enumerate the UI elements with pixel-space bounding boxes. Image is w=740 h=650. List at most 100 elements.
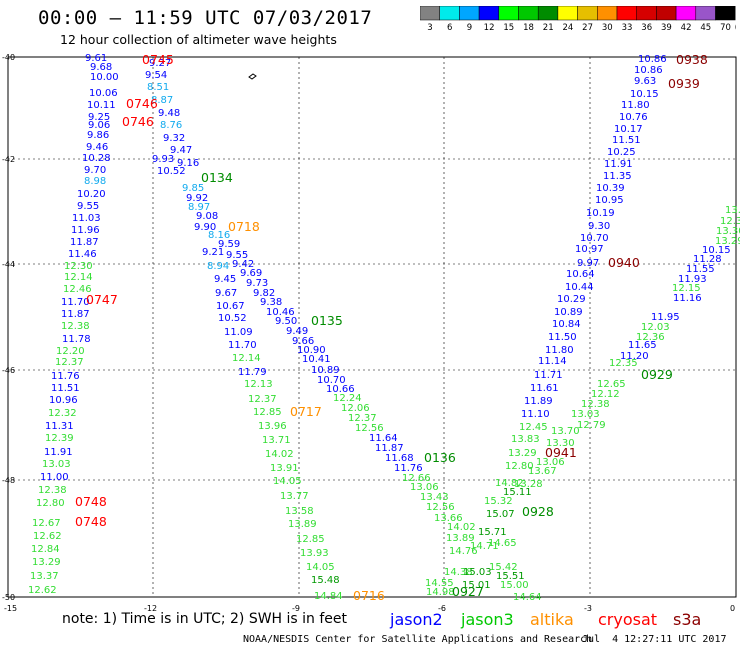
wave-height-value: 10.39 — [596, 183, 625, 194]
wave-height-value: 11.09 — [224, 327, 253, 338]
wave-height-value: 10.25 — [607, 147, 636, 158]
wave-height-value: 13.96 — [258, 421, 287, 432]
wave-height-value: 11.76 — [394, 463, 423, 474]
wave-height-value: 11.96 — [71, 225, 100, 236]
wave-height-value: 13.06 — [536, 457, 565, 468]
generation-timestamp: Jul 4 12:27:11 UTC 2017 — [582, 634, 727, 645]
wave-height-value: 11.93 — [678, 274, 707, 285]
wave-height-value: 8.76 — [160, 120, 182, 131]
pass-time-label: 0938 — [676, 52, 708, 67]
pass-time-label: 0748 — [75, 494, 107, 509]
longitude-label: -15 — [4, 604, 17, 613]
wave-height-value: 12.56 — [355, 423, 384, 434]
colorbar-label: 45 — [700, 23, 711, 33]
wave-height-value: 13.89 — [288, 519, 317, 530]
wave-height-value: 12.38 — [581, 399, 610, 410]
wave-height-value: 14.55 — [425, 578, 454, 589]
wave-height-value: 13.29 — [508, 448, 537, 459]
credit-text: NOAA/NESDIS Center for Satellite Applica… — [243, 634, 593, 645]
wave-height-value: 9.54 — [145, 70, 167, 81]
wave-height-value: 14.98 — [426, 587, 455, 598]
colorbar-label: 70 — [720, 23, 731, 33]
wave-height-value: 13.06 — [410, 482, 439, 493]
wave-height-value: 11.51 — [51, 383, 80, 394]
colorbar-label: 3 — [427, 23, 432, 33]
wave-height-value: 15.32 — [484, 496, 513, 507]
wave-height-value: 13.29 — [715, 236, 740, 247]
wave-height-value: 11.55 — [686, 264, 715, 275]
wave-height-value: 9.55 — [77, 201, 99, 212]
wave-height-value: 9.08 — [196, 211, 218, 222]
wave-height-value: 10.90 — [297, 345, 326, 356]
wave-height-value: 12.62 — [28, 585, 57, 596]
wave-height-value: 11.87 — [70, 237, 99, 248]
wave-height-value: 13.71 — [262, 435, 291, 446]
wave-height-value: 12.03 — [641, 322, 670, 333]
wave-height-value: 13.83 — [511, 434, 540, 445]
wave-height-value: 15.42 — [489, 562, 518, 573]
legend-s3a: s3a — [673, 610, 702, 629]
wave-height-value: 11.70 — [228, 340, 257, 351]
wave-height-value: 10.84 — [552, 319, 581, 330]
wave-height-value: 9.21 — [202, 247, 224, 258]
longitude-label: -12 — [144, 604, 157, 613]
wave-height-value: 13.67 — [528, 466, 557, 477]
wave-height-value: 9.63 — [634, 76, 656, 87]
wave-height-value: 11.31 — [45, 421, 74, 432]
wave-height-value: 11.46 — [68, 249, 97, 260]
wave-height-value: 12.32 — [48, 408, 77, 419]
island-outline — [248, 73, 257, 80]
wave-height-value: 10.28 — [82, 153, 111, 164]
wave-height-value: 12.15 — [672, 283, 701, 294]
wave-height-value: 9.45 — [214, 274, 236, 285]
wave-height-value: 12.85 — [296, 534, 325, 545]
wave-height-value: 11.70 — [61, 297, 90, 308]
pass-time-label: 0746 — [126, 96, 158, 111]
wave-height-value: 13.77 — [280, 491, 309, 502]
wave-height-value: 12.20 — [56, 346, 85, 357]
colorbar-label: 33 — [622, 23, 633, 33]
colorbar-label: 9 — [467, 23, 472, 33]
wave-height-value: 9.82 — [253, 288, 275, 299]
wave-height-value: 9.67 — [215, 288, 237, 299]
wave-height-value: 12.37 — [55, 357, 84, 368]
wave-height-value: 10.89 — [554, 307, 583, 318]
wave-height-value: 9.42 — [232, 259, 254, 270]
wave-height-value: 11.16 — [673, 293, 702, 304]
page-subtitle: 12 hour collection of altimeter wave hei… — [60, 32, 337, 47]
wave-height-value: 10.96 — [49, 395, 78, 406]
wave-height-value: 13.58 — [285, 506, 314, 517]
wave-height-value: 11.76 — [51, 371, 80, 382]
colorbar-label: 36 — [641, 23, 652, 33]
wave-height-value: 10.76 — [619, 112, 648, 123]
wave-height-value: 13.28 — [514, 479, 543, 490]
colorbar-label: 30 — [602, 23, 613, 33]
wave-height-value: 13.29 — [32, 557, 61, 568]
wave-height-value: 15.11 — [503, 487, 532, 498]
wave-height-value: 10.66 — [326, 384, 355, 395]
wave-height-value: 9.73 — [246, 278, 268, 289]
pass-time-label: 0134 — [201, 170, 233, 185]
wave-height-value: 12.45 — [519, 422, 548, 433]
wave-height-value: 12.13 — [244, 379, 273, 390]
wave-height-value: 8.98 — [84, 176, 106, 187]
wave-height-value: 15.71 — [478, 527, 507, 538]
wave-height-value: 9.30 — [588, 221, 610, 232]
wave-height-value: 13.89 — [446, 533, 475, 544]
wave-height-value: 12.62 — [33, 531, 62, 542]
wave-height-value: 10.52 — [218, 313, 247, 324]
latitude-label: -50 — [2, 593, 15, 602]
note-text: note: 1) Time is in UTC; 2) SWH is in fe… — [62, 611, 348, 627]
wave-height-value: 12.65 — [597, 379, 626, 390]
wave-height-value: 11.51 — [612, 135, 641, 146]
colorbar-label: 18 — [523, 23, 534, 33]
pass-time-label: 0941 — [545, 445, 577, 460]
wave-height-value: 10.17 — [614, 124, 643, 135]
wave-height-value: 14.02 — [447, 522, 476, 533]
longitude-label: 0 — [730, 604, 735, 613]
wave-height-value: 14.02 — [265, 449, 294, 460]
wave-height-value: 9.61 — [85, 53, 107, 64]
wave-height-value: 9.32 — [163, 133, 185, 144]
colorbar-label: 42 — [681, 23, 692, 33]
